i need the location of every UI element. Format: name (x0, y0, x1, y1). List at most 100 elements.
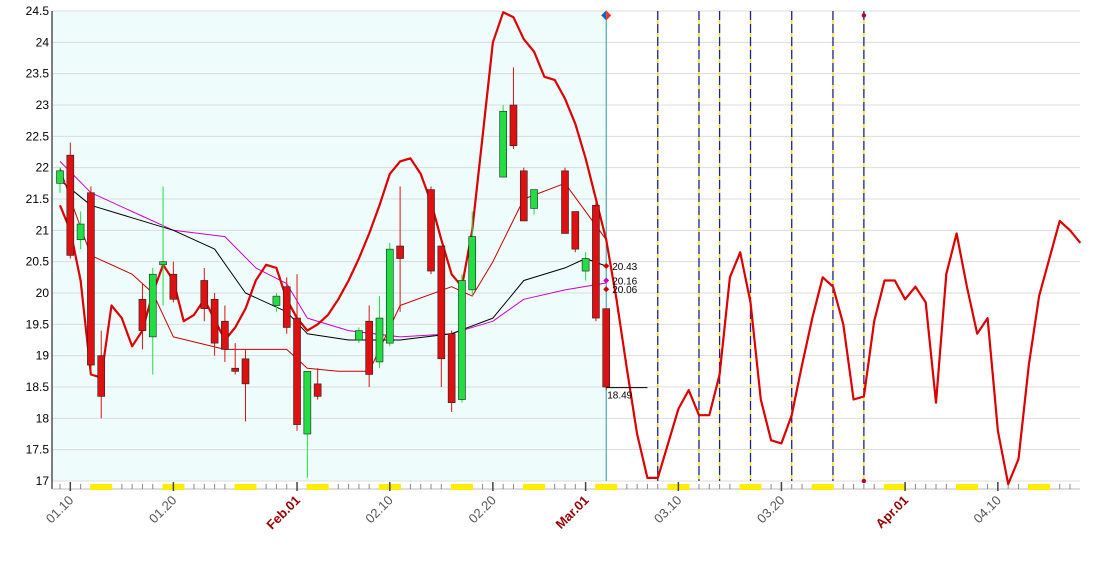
candle-body (272, 295, 281, 306)
candle-body (385, 248, 394, 344)
candle-body (241, 358, 250, 385)
x-tick-label: Mar.01 (553, 493, 592, 532)
candle (282, 277, 291, 334)
marker-dot (861, 13, 867, 18)
candle (355, 327, 363, 344)
y-tick-label: 22.5 (26, 129, 50, 143)
candle (519, 167, 528, 222)
annotation-marker (603, 286, 610, 293)
weekend-mark (739, 484, 762, 490)
candle-body (468, 236, 477, 291)
candle-body (519, 170, 528, 222)
candle-body (76, 223, 85, 241)
candle-body (148, 273, 157, 338)
candle (303, 371, 312, 478)
candle-body (427, 189, 435, 272)
candle-body (200, 280, 209, 309)
x-tick-label: 04.10 (970, 493, 1004, 527)
candle (97, 330, 106, 419)
candle (396, 186, 404, 312)
candle (385, 242, 394, 347)
candle (581, 252, 590, 281)
y-tick-label: 19 (36, 349, 50, 363)
moving-average-line (59, 179, 607, 341)
weekend-mark (523, 484, 546, 490)
candle (375, 296, 384, 369)
candle-body (509, 104, 518, 147)
x-tick-label: 02.20 (465, 493, 499, 527)
annotation-label: 20.43 (612, 262, 637, 273)
y-tick-label: 18.5 (26, 380, 50, 394)
candle (169, 261, 178, 303)
candle-body (458, 280, 466, 400)
x-tick-label: 01.20 (146, 493, 180, 527)
candle (56, 167, 64, 193)
candle (499, 105, 507, 178)
x-tick-label: 03.10 (651, 493, 685, 527)
candle (148, 267, 157, 375)
candle-body (375, 317, 384, 363)
candle-body (159, 261, 167, 266)
candle-body (499, 110, 507, 178)
candle-body (396, 245, 404, 259)
y-tick-label: 17.5 (26, 443, 50, 457)
candle-body (447, 333, 456, 403)
candle-body (210, 298, 219, 344)
candle (231, 343, 240, 375)
candle (561, 167, 569, 234)
candle-body (66, 154, 75, 256)
candle (241, 349, 250, 422)
candle-body (138, 298, 147, 331)
candle-body (56, 170, 64, 184)
candle (427, 186, 435, 275)
x-tick-label: 02.10 (362, 493, 396, 527)
candle (447, 330, 456, 413)
y-tick-label: 23 (36, 98, 50, 112)
candle (571, 211, 580, 253)
annotation-label: 18.49 (607, 391, 632, 402)
y-tick-label: 19.5 (26, 317, 50, 331)
y-tick-label: 21 (36, 223, 50, 237)
marker-dot (861, 478, 867, 484)
weekend-mark (450, 484, 473, 490)
weekend-mark (234, 484, 257, 490)
weekend-mark (955, 484, 978, 490)
history-region-shade (52, 11, 607, 481)
candle-body (561, 170, 569, 234)
candle-body (221, 320, 229, 350)
candle-body (293, 317, 301, 425)
candle (437, 245, 446, 387)
upper-band-line (59, 167, 607, 372)
candle (138, 283, 147, 350)
candle (365, 305, 373, 387)
annotation-label: 20.06 (612, 285, 637, 296)
y-tick-label: 17 (36, 474, 50, 488)
candle-body (437, 245, 446, 360)
weekend-mark (1028, 484, 1051, 490)
candle-body (97, 355, 106, 397)
x-tick-label: Apr.01 (873, 493, 912, 532)
annotation-marker (603, 263, 610, 270)
candle (272, 293, 281, 312)
forecast-line (58, 11, 1082, 486)
candle (458, 274, 466, 403)
candle (509, 67, 518, 149)
x-tick-label: Feb.01 (263, 493, 303, 533)
candle (200, 267, 209, 322)
candle (87, 186, 95, 375)
candle-body (592, 204, 600, 319)
candle-body (355, 330, 363, 341)
y-tick-label: 21.5 (26, 192, 50, 206)
candle-body (602, 308, 611, 388)
y-tick-label: 23.5 (26, 67, 50, 81)
candle-body (303, 371, 312, 435)
y-tick-label: 24.5 (26, 4, 50, 18)
top-marker-diamond-right (606, 10, 612, 21)
weekend-mark (306, 484, 329, 490)
x-tick-label: 01.10 (43, 493, 77, 527)
weekend-mark (883, 484, 906, 490)
candle (159, 186, 167, 306)
y-tick-label: 20.5 (26, 255, 50, 269)
